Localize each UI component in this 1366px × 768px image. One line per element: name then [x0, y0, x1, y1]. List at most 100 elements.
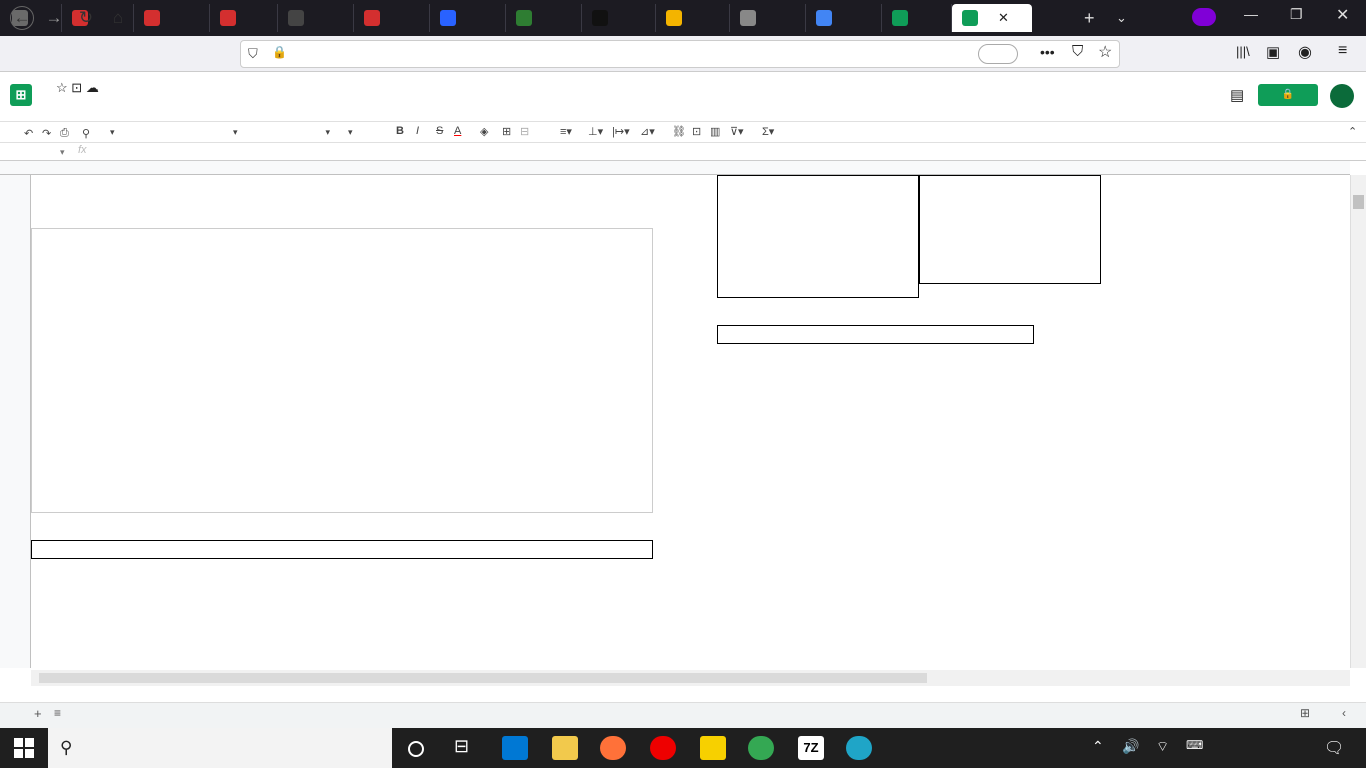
font-size-select[interactable]: ▾ — [348, 127, 353, 137]
lock-icon[interactable]: 🔒 — [272, 45, 287, 59]
tab-favicon-icon — [72, 10, 88, 26]
bold-button[interactable]: B — [396, 125, 404, 137]
hamburger-menu-icon[interactable]: ≡ — [1338, 42, 1348, 59]
redo-icon[interactable]: ↷ — [42, 128, 52, 140]
browser-tab[interactable] — [278, 4, 354, 32]
tab-favicon-icon — [516, 10, 532, 26]
pdf-reader-icon[interactable] — [700, 736, 726, 760]
reload-icon[interactable]: ↻ — [78, 8, 94, 27]
opera-icon[interactable] — [650, 736, 676, 760]
closing-price-chart[interactable] — [31, 228, 653, 513]
browser-tab[interactable] — [210, 4, 278, 32]
undo-icon[interactable]: ↶ — [24, 128, 34, 140]
tab-list-icon[interactable]: ⌄ — [1116, 10, 1127, 25]
close-tab-icon[interactable]: ✕ — [998, 10, 1009, 25]
document-title[interactable]: ☆ ⊡ ☁ — [48, 80, 99, 96]
browser-tab[interactable] — [354, 4, 430, 32]
new-tab-button[interactable]: + — [1084, 8, 1095, 28]
browser-tab[interactable] — [730, 4, 806, 32]
browser-tab[interactable]: ✕ — [952, 4, 1032, 32]
avatar[interactable] — [1330, 84, 1354, 108]
taskbar-search-input[interactable] — [48, 728, 392, 768]
forward-icon[interactable]: → — [45, 8, 63, 27]
sheet-grid[interactable] — [31, 175, 1350, 668]
vertical-scroll-thumb[interactable] — [1353, 195, 1364, 209]
task-view-icon[interactable]: ⊟ — [454, 736, 470, 756]
ime-icon[interactable]: ⌨ — [1186, 738, 1204, 752]
mail-icon[interactable] — [502, 736, 528, 760]
comments-icon[interactable]: ▤ — [1230, 87, 1245, 104]
text-wrap-icon[interactable]: |↦▾ — [612, 126, 630, 138]
url-bar[interactable] — [240, 40, 1120, 68]
explore-icon[interactable]: ⊞ — [1300, 706, 1311, 720]
move-folder-icon[interactable]: ⊡ — [71, 80, 83, 95]
volume-icon[interactable]: 🔊 — [1122, 738, 1140, 754]
close-window-icon[interactable]: ✕ — [1336, 7, 1350, 24]
text-rotate-icon[interactable]: ⊿▾ — [640, 126, 655, 138]
add-sheet-icon[interactable]: + — [34, 706, 42, 721]
pocket-icon[interactable]: ⛉ — [1072, 43, 1084, 60]
browser-tab[interactable] — [882, 4, 952, 32]
browser-tab[interactable] — [430, 4, 506, 32]
notifications-icon[interactable]: 🗨 — [1324, 740, 1345, 757]
tab-favicon-icon — [740, 10, 756, 26]
filter-icon[interactable]: ⊽▾ — [730, 126, 744, 138]
7zip-icon[interactable]: 7Z — [798, 736, 824, 760]
vertical-align-icon[interactable]: ⊥▾ — [588, 126, 604, 138]
minimize-icon[interactable]: — — [1244, 6, 1258, 22]
sheets-logo-icon[interactable]: ⊞ — [10, 84, 32, 106]
insert-chart-icon[interactable]: ▥ — [710, 126, 721, 138]
star-icon[interactable]: ☆ — [56, 80, 68, 95]
market-data-box — [717, 175, 919, 298]
browser-tab[interactable] — [656, 4, 730, 32]
tab-favicon-icon — [364, 10, 380, 26]
more-actions-icon[interactable]: ••• — [1040, 44, 1055, 60]
italic-button[interactable]: I — [416, 125, 420, 137]
browser-tab[interactable] — [582, 4, 656, 32]
tab-favicon-icon — [288, 10, 304, 26]
font-select[interactable]: ▾ — [325, 127, 330, 137]
share-button[interactable]: 🔒 — [1258, 84, 1318, 106]
vertical-scrollbar[interactable] — [1350, 175, 1366, 668]
edge-icon[interactable] — [846, 736, 872, 760]
firefox-icon[interactable] — [600, 736, 626, 760]
align-left-icon[interactable]: ≡▾ — [560, 126, 572, 138]
browser-tab[interactable] — [806, 4, 882, 32]
sidebar-icon[interactable]: ▣ — [1266, 44, 1281, 61]
file-explorer-icon[interactable] — [552, 736, 578, 760]
wifi-icon[interactable]: ⌔ — [1156, 738, 1170, 754]
merge-cells-icon[interactable]: ⊟ — [520, 126, 530, 138]
windows-start-icon[interactable] — [14, 738, 34, 758]
horizontal-scroll-thumb[interactable] — [39, 673, 927, 683]
insert-link-icon[interactable]: ⛓ — [672, 126, 686, 138]
zoom-select[interactable]: ▾ — [110, 127, 115, 137]
chrome-icon[interactable] — [748, 736, 774, 760]
fill-color-icon[interactable]: ◈ — [480, 126, 489, 138]
functions-icon[interactable]: Σ▾ — [762, 126, 775, 138]
borders-icon[interactable]: ⊞ — [502, 126, 512, 138]
name-box-dropdown-icon[interactable]: ▾ — [60, 147, 65, 157]
shield-icon[interactable]: ⛉ — [248, 46, 258, 61]
strikethrough-button[interactable]: S — [436, 125, 444, 137]
cortana-icon[interactable] — [408, 741, 424, 757]
text-color-button[interactable]: A — [454, 125, 462, 137]
collapse-toolbar-icon[interactable]: ⌃ — [1348, 126, 1358, 138]
paint-format-icon[interactable]: ⚲ — [82, 128, 91, 140]
horizontal-scrollbar[interactable] — [31, 670, 1350, 686]
print-icon[interactable]: ⎙ — [60, 127, 69, 139]
account-icon[interactable]: ◉ — [1298, 44, 1312, 61]
browser-tab[interactable] — [62, 4, 134, 32]
home-icon[interactable]: ⌂ — [112, 8, 124, 27]
insert-comment-icon[interactable]: ⊡ — [692, 126, 702, 138]
back-icon[interactable]: ← — [10, 6, 34, 30]
maximize-icon[interactable]: ❐ — [1290, 6, 1303, 22]
zoom-indicator[interactable] — [978, 44, 1018, 64]
tray-chevron-icon[interactable]: ⌃ — [1092, 738, 1104, 754]
library-icon[interactable]: |||\ — [1236, 44, 1250, 59]
side-panel-toggle-icon[interactable]: ‹ — [1342, 706, 1346, 720]
more-formats-button[interactable]: ▾ — [233, 127, 238, 137]
bookmark-star-icon[interactable]: ☆ — [1098, 44, 1113, 61]
all-sheets-icon[interactable]: ≡ — [54, 706, 62, 720]
browser-tab[interactable] — [506, 4, 582, 32]
browser-tab[interactable] — [134, 4, 210, 32]
